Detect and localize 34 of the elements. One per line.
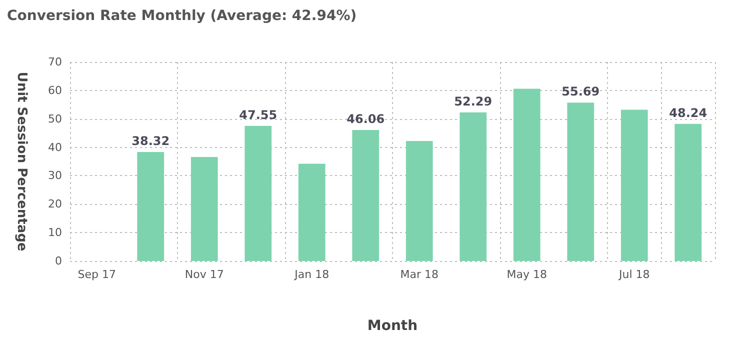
data-label: 52.29 bbox=[454, 94, 492, 108]
y-tick-label: 70 bbox=[48, 56, 62, 68]
bar bbox=[460, 112, 487, 261]
bar bbox=[674, 124, 702, 261]
data-label: 47.55 bbox=[239, 108, 278, 122]
chart-title: Conversion Rate Monthly (Average: 42.94%) bbox=[7, 8, 357, 24]
bar bbox=[567, 102, 594, 261]
x-tick-label: Sep 17 bbox=[78, 268, 116, 281]
y-tick-label: 30 bbox=[48, 169, 62, 182]
x-tick-label: May 18 bbox=[506, 268, 547, 281]
bar bbox=[298, 164, 326, 261]
y-tick-label: 0 bbox=[55, 254, 62, 268]
y-tick-label: 20 bbox=[48, 198, 62, 211]
bar bbox=[244, 126, 272, 261]
x-axis-title: Month bbox=[367, 318, 418, 334]
y-axis-title: Unit Session Percentage bbox=[14, 72, 29, 252]
bar bbox=[513, 88, 540, 261]
x-tick-label: Jan 18 bbox=[294, 268, 330, 281]
y-tick-label: 40 bbox=[48, 140, 62, 154]
y-tick-label: 60 bbox=[48, 84, 62, 97]
x-tick-label: Jul 18 bbox=[618, 268, 650, 281]
x-tick-label: Mar 18 bbox=[400, 268, 438, 281]
x-tick-label: Nov 17 bbox=[184, 268, 224, 281]
bar bbox=[137, 152, 164, 261]
y-tick-label: 10 bbox=[48, 226, 62, 240]
bar bbox=[190, 156, 218, 261]
data-label: 46.06 bbox=[346, 112, 385, 126]
bar bbox=[352, 130, 380, 261]
data-label: 55.69 bbox=[562, 84, 600, 99]
bar bbox=[620, 110, 648, 261]
y-tick-label: 50 bbox=[48, 112, 62, 126]
bar bbox=[406, 141, 433, 261]
data-label: 38.32 bbox=[132, 134, 170, 148]
data-label: 48.24 bbox=[669, 106, 708, 120]
